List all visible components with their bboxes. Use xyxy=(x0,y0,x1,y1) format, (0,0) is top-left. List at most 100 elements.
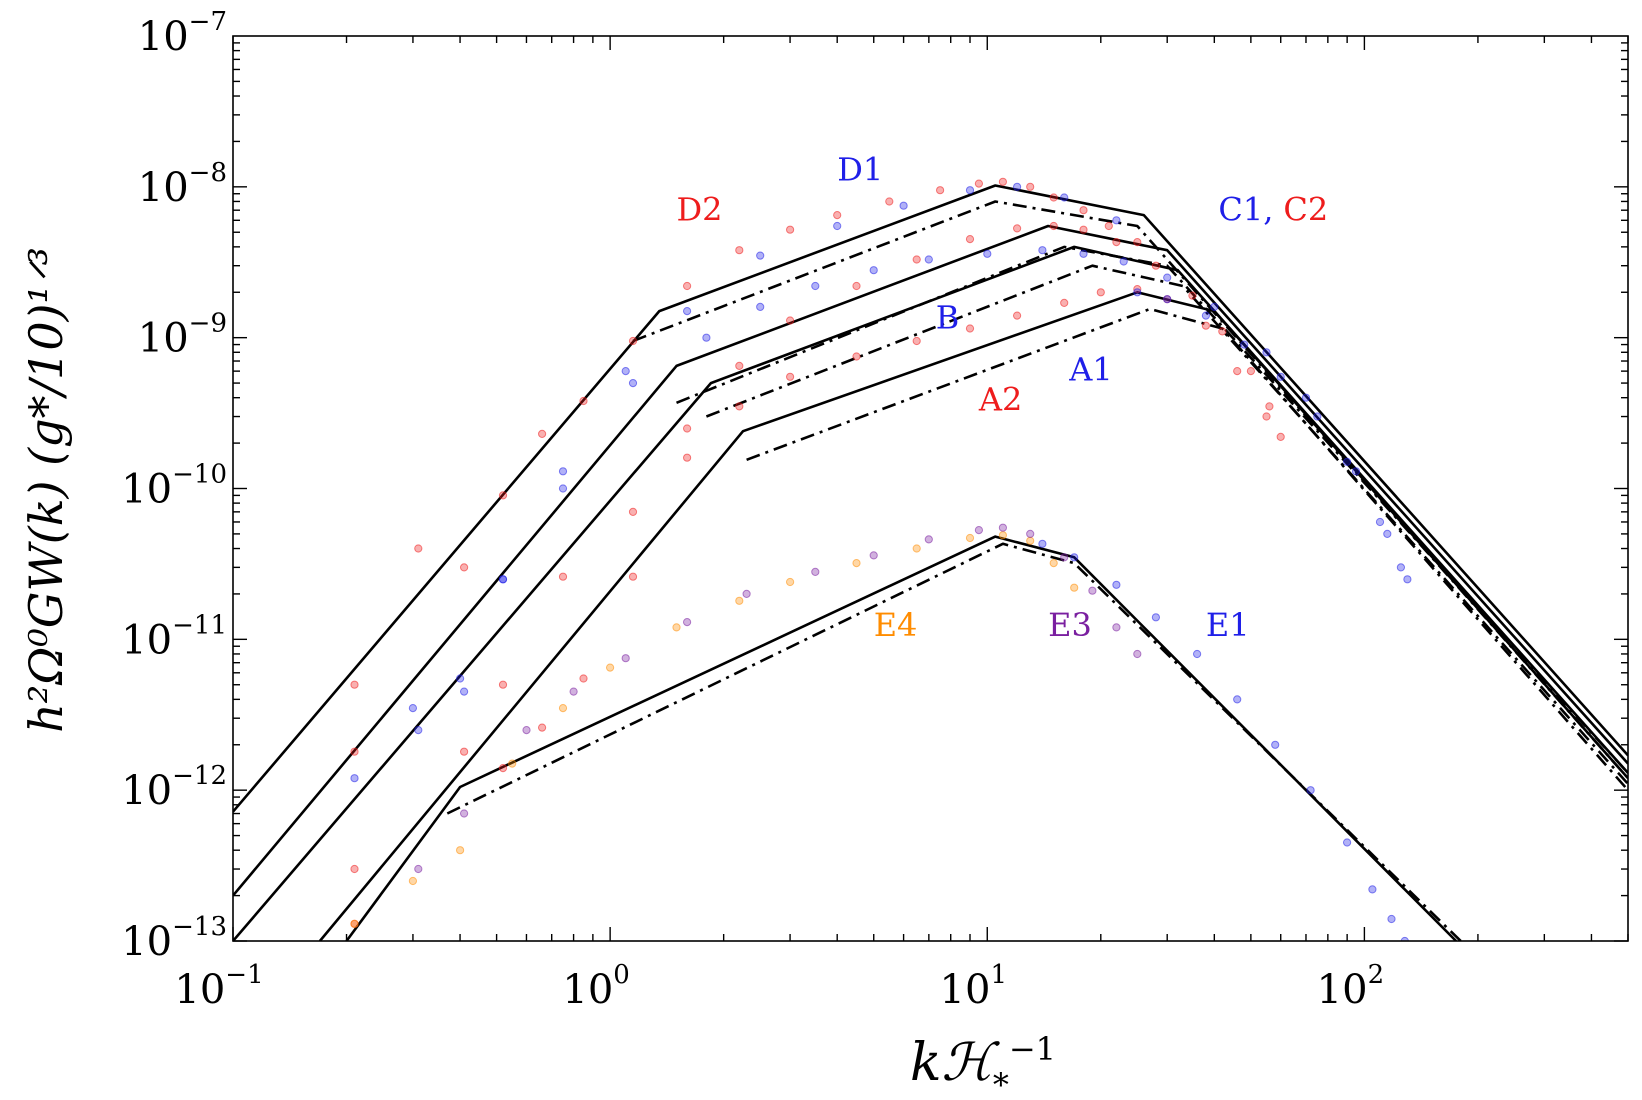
marker-a2-3 xyxy=(628,507,638,516)
marker-b-13 xyxy=(1079,249,1088,258)
marker-a1-7 xyxy=(1383,529,1392,539)
marker-e3-15 xyxy=(1112,623,1121,632)
y-tick-label: 10−7 xyxy=(138,7,227,60)
marker-e4-10 xyxy=(912,544,921,553)
marker-c2-18 xyxy=(1218,327,1227,336)
solid-line-8 xyxy=(345,535,1458,941)
marker-b-15 xyxy=(1163,273,1172,282)
marker-e1-8 xyxy=(1343,838,1352,847)
marker-d2-0 xyxy=(350,680,359,689)
marker-e4-11 xyxy=(965,533,975,543)
annotation-d1: D1 xyxy=(837,151,883,189)
marker-b-3 xyxy=(498,575,508,584)
marker-a1-4 xyxy=(1276,372,1285,381)
annotation-c2: C2 xyxy=(1283,190,1328,228)
annotation-d2: D2 xyxy=(677,190,723,228)
marker-a2-5 xyxy=(735,402,744,411)
marker-d1-3 xyxy=(558,484,568,493)
marker-d2-20 xyxy=(1133,238,1142,247)
marker-e3-6 xyxy=(742,589,751,599)
marker-e1-9 xyxy=(1368,885,1377,894)
marker-d2-14 xyxy=(974,179,984,188)
marker-a2-0 xyxy=(460,747,469,756)
marker-e4-8 xyxy=(786,577,795,587)
annotation-a2: A2 xyxy=(978,380,1022,418)
annotation-e1: E1 xyxy=(1206,606,1250,644)
marker-d1-11 xyxy=(1060,193,1069,202)
marker-b-1 xyxy=(414,726,423,735)
marker-d1-12 xyxy=(1112,216,1121,225)
marker-b-20 xyxy=(1375,517,1385,527)
marker-a1-3 xyxy=(1240,340,1249,349)
dashdot-line-9 xyxy=(446,542,1462,941)
marker-d2-19 xyxy=(1104,221,1113,231)
x-tick-label: 100 xyxy=(562,960,629,1013)
marker-e3-8 xyxy=(869,551,878,560)
annotation-b: B xyxy=(936,299,960,337)
marker-e1-5 xyxy=(1233,695,1242,704)
marker-c2-21 xyxy=(1276,432,1285,441)
annotations: D1 D2 C1, C2 B A1 A2 E4 E3 E1 xyxy=(677,151,1329,644)
x-tick-label: 10−1 xyxy=(174,960,263,1013)
marker-e3-13 xyxy=(1060,553,1069,562)
marker-a2-11 xyxy=(1060,298,1069,307)
marker-d2-12 xyxy=(885,197,894,206)
marker-d1-9 xyxy=(965,186,975,195)
series-layer xyxy=(233,177,1628,941)
y-tick-label: 10−11 xyxy=(121,610,227,663)
marker-e4-1 xyxy=(408,876,417,886)
marker-e1-7 xyxy=(1306,786,1315,795)
annotation-e4: E4 xyxy=(874,606,918,644)
marker-c2-20 xyxy=(1265,402,1274,411)
marker-e3-14 xyxy=(1088,586,1097,595)
marker-c2-1 xyxy=(350,864,359,874)
marker-e3-1 xyxy=(460,809,469,818)
marker-b-8 xyxy=(811,281,820,291)
plot-frame xyxy=(232,35,1629,942)
marker-d1-7 xyxy=(833,221,842,231)
marker-b-14 xyxy=(1119,257,1128,266)
marker-d1-0 xyxy=(408,704,417,713)
marker-d2-4 xyxy=(498,491,508,500)
marker-c2-8 xyxy=(786,316,795,325)
marker-a2-15 xyxy=(1201,321,1211,330)
marker-b-5 xyxy=(628,379,638,388)
marker-e3-11 xyxy=(998,523,1008,532)
marker-a1-6 xyxy=(1351,467,1361,476)
marker-e4-15 xyxy=(1070,583,1079,592)
marker-a2-10 xyxy=(1013,311,1022,320)
marker-e3-7 xyxy=(811,567,820,577)
marker-d1-5 xyxy=(683,307,692,316)
marker-d1-1 xyxy=(456,674,465,683)
marker-c2-6 xyxy=(683,424,692,433)
marker-a2-12 xyxy=(1096,288,1105,297)
dashdot-line-7 xyxy=(746,307,1628,792)
marker-b-9 xyxy=(869,266,878,275)
x-axis-title: kℋ*−1 xyxy=(910,1030,1056,1100)
tick-labels: 10−1 100 101 102 10−7 10−8 10−9 10−10 10−11 10−12… xyxy=(121,7,1384,1013)
marker-a2-9 xyxy=(965,324,975,333)
marker-a2-17 xyxy=(1262,412,1271,421)
marker-e3-0 xyxy=(414,864,423,874)
dashdot-line-1 xyxy=(632,200,1628,780)
solid-line-0 xyxy=(233,184,1628,813)
marker-d1-10 xyxy=(1013,182,1022,191)
solid-line-2 xyxy=(233,224,1628,897)
marker-e4-12 xyxy=(998,531,1008,540)
marker-e1-11 xyxy=(1400,936,1409,941)
x-tick-label: 102 xyxy=(1317,960,1384,1013)
marker-e3-4 xyxy=(621,654,630,663)
marker-a2-16 xyxy=(1233,367,1242,376)
solid-line-6 xyxy=(318,290,1628,941)
marker-e1-2 xyxy=(1112,580,1121,589)
annotation-e3: E3 xyxy=(1048,606,1092,644)
marker-e1-6 xyxy=(1271,740,1280,749)
dashdot-line-3 xyxy=(676,245,1628,774)
marker-a2-2 xyxy=(558,572,568,581)
marker-d1-6 xyxy=(756,251,765,260)
marker-a1-2 xyxy=(1201,311,1211,320)
marker-d1-4 xyxy=(621,367,630,376)
marker-e3-5 xyxy=(683,618,692,627)
marker-c2-3 xyxy=(538,723,547,732)
solid-line-4 xyxy=(233,245,1628,941)
